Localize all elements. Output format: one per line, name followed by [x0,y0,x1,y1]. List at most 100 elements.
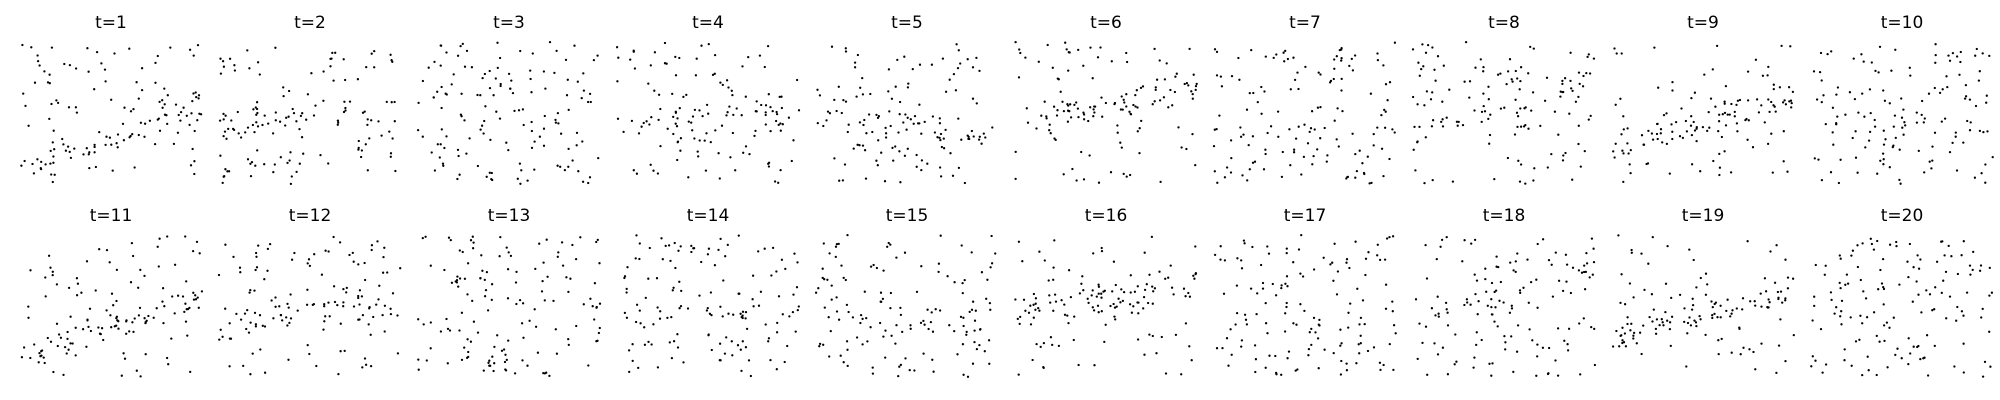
scatter-point [1014,40,1017,44]
scatter-point [847,310,850,314]
scatter-point [638,242,641,245]
scatter-point [1082,111,1085,114]
scatter-point [1165,62,1168,65]
scatter-point [1239,126,1242,129]
scatter-point [121,122,125,126]
scatter-point [1652,308,1655,311]
scatter-point [499,235,502,239]
scatter-point [256,149,259,152]
scatter-point [1613,156,1616,159]
scatter-point [1283,330,1287,333]
scatter-point [492,94,495,97]
scatter-point [469,340,473,343]
scatter-point [937,270,940,274]
scatter-point [1123,101,1126,104]
scatter-point [323,320,326,323]
scatter-point [907,82,910,85]
scatter-point [465,152,468,155]
scatter-point [567,337,570,341]
scatter-point [224,307,227,310]
scatter-point [1082,64,1085,67]
scatter-point [52,129,55,132]
scatter-point [1791,277,1795,280]
scatter-point [1282,51,1285,54]
scatter-point [1661,141,1664,144]
scatter-point [272,170,275,174]
scatter-point [1490,305,1493,309]
scatter-point [1942,279,1945,282]
scatter-point [1136,338,1140,341]
scatter-point [534,267,537,271]
scatter-point [429,321,432,324]
scatter-point [1510,307,1514,310]
scatter-point [526,364,529,367]
scatter-point [1632,334,1635,337]
panel-title: t=12 [289,206,332,226]
scatter-point [1592,247,1595,250]
scatter-point [21,43,24,47]
scatter-point [457,154,460,158]
scatter-point [673,241,676,245]
scatter-point [1645,162,1648,166]
scatter-point [542,70,546,73]
scatter-point [1164,277,1167,280]
scatter-point [1550,152,1553,156]
scatter-point [1215,50,1219,54]
scatter-point [1730,351,1733,354]
scatter-point [1288,128,1291,131]
scatter-point [252,108,255,111]
scatter-point [20,356,24,359]
scatter-point [707,42,710,46]
scatter-point [1119,141,1122,144]
scatter-point [302,152,305,155]
scatter-point [1301,275,1305,278]
scatter-point [556,164,559,167]
scatter-point [902,121,905,124]
scatter-point [1180,373,1183,376]
scatter-point [915,153,918,157]
scatter-point [1726,298,1729,301]
scatter-point [417,358,420,361]
scatter-point [51,141,54,144]
scatter-point [1475,343,1478,347]
scatter-point [1418,322,1421,325]
scatter-point [1238,78,1241,81]
panel-title: t=11 [90,206,133,226]
scatter-point [1881,257,1885,261]
scatter-point [1963,97,1967,100]
scatter-point [383,304,387,307]
scatter-point [1195,82,1198,86]
scatter-point [1496,73,1500,76]
scatter-point [795,286,799,289]
scatter-point [667,244,671,247]
scatter-point [63,345,67,349]
scatter-point [1593,327,1596,331]
scatter-point [1742,346,1745,349]
scatter-point [1359,316,1363,320]
scatter-point [305,303,309,306]
scatter-point [219,57,222,60]
scatter-point [680,289,683,293]
scatter-point [752,305,755,308]
scatter-point [1310,327,1313,331]
scatter-point [1958,73,1961,76]
scatter-point [1363,322,1366,326]
scatter-point [582,72,585,75]
scatter-point [1495,265,1498,268]
scatter-point [1711,305,1714,309]
scatter-panel-13: t=13 [417,206,602,378]
scatter-point [1061,100,1064,103]
scatter-point [668,341,671,344]
scatter-point [1927,92,1931,95]
scatter-point [1337,145,1340,148]
scatter-point [171,295,174,298]
scatter-point [1940,240,1943,243]
scatter-point [1073,315,1076,318]
scatter-point [1744,118,1747,122]
scatter-point [1034,297,1038,300]
scatter-point [1383,126,1387,129]
scatter-point [463,119,466,122]
scatter-point [1858,338,1861,341]
scatter-point [1230,74,1234,78]
scatter-point [690,250,693,254]
